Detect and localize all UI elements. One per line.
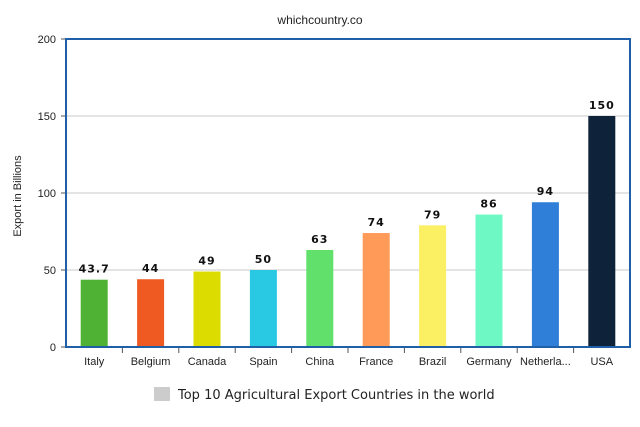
y-tick-label: 0: [50, 342, 56, 354]
legend-label: Top 10 Agricultural Export Countries in …: [177, 388, 495, 403]
data-label: 50: [255, 253, 272, 266]
x-category-label: Belgium: [131, 356, 171, 368]
data-label: 86: [480, 198, 497, 211]
site-title: whichcountry.co: [276, 13, 362, 27]
x-category-label: Italy: [84, 356, 105, 368]
x-axis-categories: Italy Belgium Canada Spain China France Brazil…: [84, 347, 614, 368]
plot-frame: [65, 38, 631, 348]
bar-china[interactable]: [306, 249, 334, 347]
y-axis-ticks: 0 50 100 150 200: [38, 34, 66, 354]
legend: Top 10 Agricultural Export Countries in …: [154, 387, 495, 403]
data-label: 44: [142, 262, 159, 275]
bar-usa[interactable]: [588, 116, 616, 347]
data-label: 63: [311, 233, 328, 246]
bars: [80, 116, 616, 347]
y-tick-label: 100: [38, 188, 56, 200]
bar-belgium[interactable]: [137, 279, 165, 347]
bar-france[interactable]: [362, 233, 390, 347]
x-category-label: Canada: [188, 356, 227, 368]
bar-brazil[interactable]: [419, 225, 447, 347]
x-category-label: France: [359, 356, 393, 368]
x-category-label: Netherla...: [520, 356, 571, 368]
bar-germany[interactable]: [475, 214, 503, 347]
data-label: 49: [198, 255, 215, 268]
data-label: 94: [537, 185, 554, 198]
x-category-label: Brazil: [419, 356, 447, 368]
data-label: 150: [589, 99, 615, 112]
legend-swatch: [154, 387, 170, 401]
x-category-label: USA: [590, 356, 613, 368]
bar-italy[interactable]: [80, 279, 108, 347]
bar-spain[interactable]: [249, 270, 277, 347]
bar-netherla[interactable]: [531, 202, 559, 347]
data-labels: 43.7 44 49 50 63 74 79 86 94 150: [79, 99, 615, 276]
x-category-label: Germany: [466, 356, 512, 368]
data-label: 43.7: [79, 263, 110, 276]
y-axis-title: Export in Billions: [12, 155, 24, 237]
y-tick-label: 200: [38, 34, 56, 46]
data-label: 79: [424, 208, 441, 221]
x-category-label: Spain: [249, 356, 277, 368]
data-label: 74: [368, 216, 385, 229]
y-tick-label: 150: [38, 111, 56, 123]
x-category-label: China: [305, 356, 335, 368]
y-tick-label: 50: [44, 265, 56, 277]
bar-canada[interactable]: [193, 271, 221, 347]
